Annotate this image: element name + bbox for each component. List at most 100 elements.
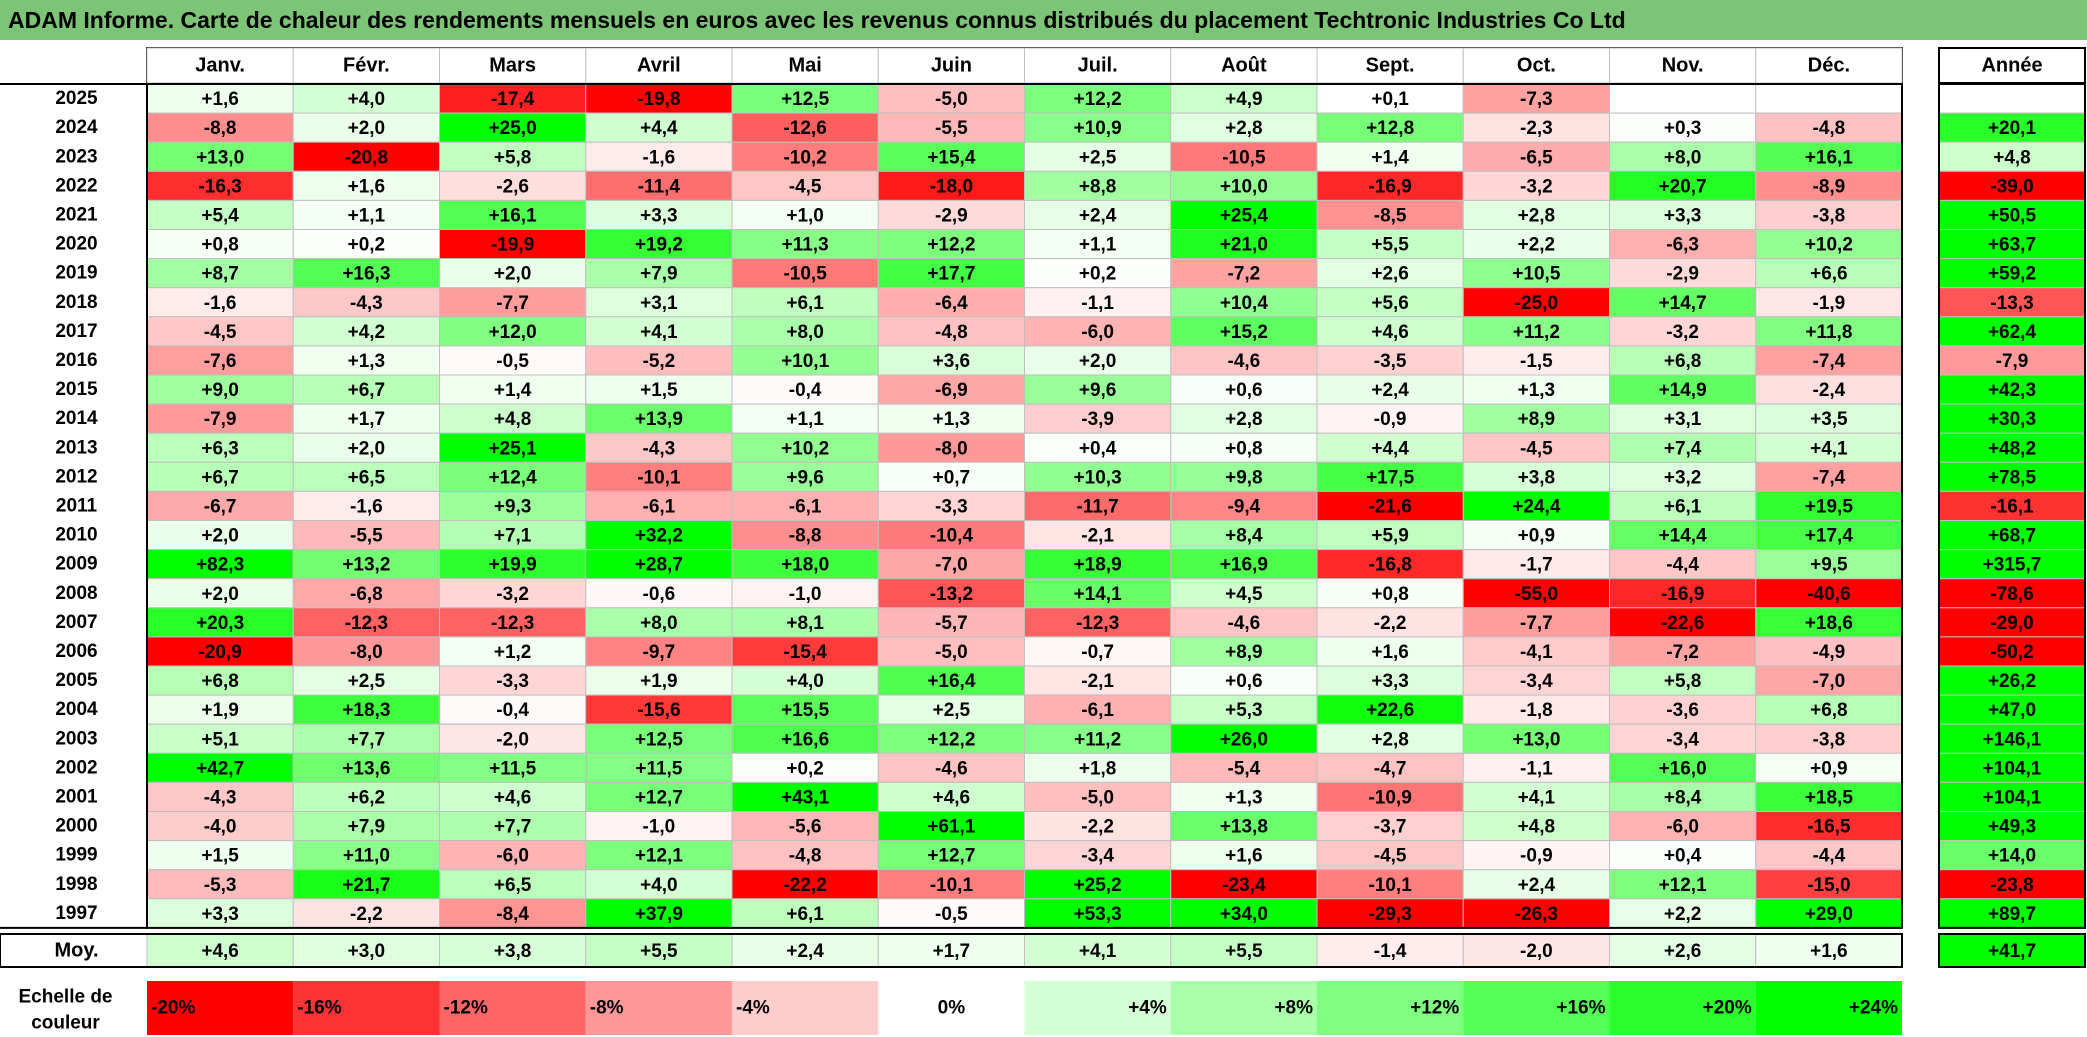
heatmap-cell-value: -5,0 xyxy=(935,642,968,663)
heatmap-cell xyxy=(1755,112,1903,143)
annual-cell-value: +48,2 xyxy=(1988,438,2036,459)
heatmap-cell xyxy=(1170,869,1318,900)
average-annual-cell xyxy=(1938,933,2086,968)
average-cell xyxy=(1316,933,1464,968)
month-header-cell xyxy=(1024,47,1172,84)
heatmap-cell xyxy=(1170,811,1318,842)
month-header-label: Sept. xyxy=(1366,55,1415,77)
heatmap-cell-value: +8,9 xyxy=(1518,409,1556,430)
heatmap-cell xyxy=(1755,898,1903,929)
heatmap-cell-value: -16,8 xyxy=(1368,555,1411,576)
year-label: 1997 xyxy=(55,903,97,924)
heatmap-cell-value: +26,0 xyxy=(1220,729,1268,750)
heatmap-cell-value: -3,2 xyxy=(496,584,529,605)
heatmap-cell-value: -6,4 xyxy=(935,293,968,314)
heatmap-cell-value: -0,4 xyxy=(789,380,822,401)
heatmap-cell-value: +1,4 xyxy=(1371,147,1409,168)
heatmap-cell xyxy=(1024,112,1172,143)
month-header-label: Juil. xyxy=(1078,55,1118,77)
heatmap-cell-value: -1,9 xyxy=(1813,293,1846,314)
heatmap-cell xyxy=(439,520,587,551)
heatmap-cell-value: +3,3 xyxy=(1371,671,1409,692)
heatmap-cell-value: +29,0 xyxy=(1805,904,1853,925)
heatmap-cell-value: +2,4 xyxy=(1518,875,1556,896)
average-annual-value: +41,7 xyxy=(1988,941,2036,962)
heatmap-cell-value: -19,9 xyxy=(491,235,534,256)
annual-cell xyxy=(1938,869,2086,900)
heatmap-cell xyxy=(1755,694,1903,725)
average-cell-value: +2,6 xyxy=(1664,941,1702,962)
heatmap-cell-value: +6,3 xyxy=(201,438,239,459)
heatmap-cell xyxy=(731,840,879,871)
heatmap-cell-value: +37,9 xyxy=(635,904,683,925)
heatmap-cell-value: +2,5 xyxy=(933,700,971,721)
heatmap-cell-value: -8,0 xyxy=(935,438,968,459)
heatmap-cell-value: -8,0 xyxy=(350,642,383,663)
heatmap-cell-value: -7,9 xyxy=(204,409,237,430)
heatmap-cell xyxy=(439,723,587,754)
year-label: 2006 xyxy=(55,641,97,662)
year-label: 2003 xyxy=(55,728,97,749)
heatmap-cell-value: -26,3 xyxy=(1515,904,1558,925)
heatmap-cell-value: +6,8 xyxy=(201,671,239,692)
heatmap-cell-value: -6,7 xyxy=(204,496,237,517)
heatmap-cell-value: +14,7 xyxy=(1659,293,1707,314)
heatmap-cell xyxy=(1462,141,1610,172)
annual-cell xyxy=(1938,287,2086,318)
heatmap-cell xyxy=(877,781,1025,813)
year-label: 2019 xyxy=(55,263,97,284)
heatmap-cell-value: +5,1 xyxy=(201,729,239,750)
year-label: 2002 xyxy=(55,757,97,778)
month-header-cell xyxy=(1755,47,1903,84)
heatmap-cell-value: +17,4 xyxy=(1805,526,1854,547)
heatmap-cell xyxy=(292,607,440,638)
heatmap-cell-value: -2,6 xyxy=(496,176,529,197)
heatmap-cell-value: +19,5 xyxy=(1805,496,1854,517)
heatmap-cell-value: -21,6 xyxy=(1368,496,1411,517)
heatmap-cell-value: +4,6 xyxy=(1371,322,1409,343)
heatmap-cell xyxy=(1170,374,1318,405)
heatmap-cell-value: -4,5 xyxy=(1374,846,1407,867)
heatmap-cell-value: +4,5 xyxy=(1225,584,1263,605)
heatmap-cell-value: +18,9 xyxy=(1074,555,1122,576)
heatmap-cell xyxy=(146,549,294,580)
heatmap-cell xyxy=(585,112,733,143)
heatmap-cell-value: +12,7 xyxy=(927,846,975,867)
heatmap-cell-value: +20,7 xyxy=(1659,176,1707,197)
heatmap-cell xyxy=(439,112,587,143)
heatmap-cell-value: -3,9 xyxy=(1081,409,1114,430)
heatmap-cell xyxy=(731,199,879,230)
heatmap-cell-value: -2,1 xyxy=(1081,526,1114,547)
annual-cell xyxy=(1938,83,2086,114)
heatmap-cell xyxy=(585,869,733,900)
heatmap-cell-value: -7,4 xyxy=(1813,351,1846,372)
heatmap-cell xyxy=(731,752,879,783)
heatmap-cell xyxy=(731,345,879,376)
heatmap-cell xyxy=(1755,840,1903,871)
heatmap-cell-value: +5,8 xyxy=(494,147,532,168)
heatmap-cell-value: +2,0 xyxy=(348,438,386,459)
heatmap-cell-value: +7,9 xyxy=(640,264,678,285)
heatmap-cell-value: +0,2 xyxy=(1079,264,1117,285)
heatmap-cell-value: +3,6 xyxy=(933,351,971,372)
heatmap-cell xyxy=(1170,694,1318,725)
annual-cell xyxy=(1938,694,2086,725)
heatmap-cell xyxy=(146,694,294,725)
heatmap-cell xyxy=(877,432,1025,463)
heatmap-cell-value: -8,8 xyxy=(204,118,237,139)
scale-swatch-label: +4% xyxy=(1128,998,1167,1019)
average-cell-value: +3,8 xyxy=(494,941,532,962)
heatmap-cell-value: +5,5 xyxy=(1371,235,1409,256)
year-label: 2022 xyxy=(55,175,97,196)
heatmap-cell-value: +9,8 xyxy=(1225,467,1263,488)
heatmap-cell xyxy=(877,374,1025,405)
year-label: 2014 xyxy=(55,408,98,429)
average-cell-value: -1,4 xyxy=(1374,941,1407,962)
heatmap-cell xyxy=(877,811,1025,842)
heatmap-cell xyxy=(1755,141,1903,172)
heatmap-cell xyxy=(1755,607,1903,638)
year-label: 2023 xyxy=(55,146,97,167)
heatmap-cell-value: -4,8 xyxy=(935,322,968,343)
heatmap-cell xyxy=(439,316,587,347)
heatmap-cell xyxy=(1609,578,1757,609)
